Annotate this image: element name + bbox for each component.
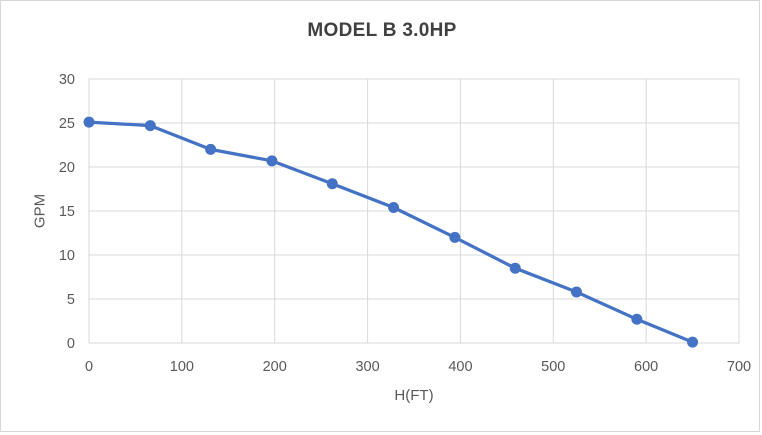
x-tick-label: 600 xyxy=(634,359,658,375)
data-point xyxy=(687,336,699,348)
y-tick-label: 25 xyxy=(59,116,75,132)
x-axis-title: H(FT) xyxy=(394,387,434,404)
data-point xyxy=(83,116,95,128)
x-tick-label: 300 xyxy=(355,359,379,375)
data-point xyxy=(266,155,278,167)
x-tick-label: 100 xyxy=(170,359,194,375)
y-tick-label: 30 xyxy=(59,72,75,88)
chart-title: MODEL B 3.0HP xyxy=(307,20,457,41)
y-tick-label: 15 xyxy=(59,204,75,220)
data-point xyxy=(509,262,521,274)
data-point xyxy=(205,143,217,155)
data-point xyxy=(571,286,582,298)
data-point xyxy=(144,120,156,132)
series-line xyxy=(87,120,695,344)
x-tick-label: 500 xyxy=(541,359,565,375)
data-point xyxy=(449,231,461,243)
data-point xyxy=(631,313,643,325)
y-tick-label: 20 xyxy=(59,160,75,176)
x-tick-label: 200 xyxy=(263,359,287,375)
x-tick-label: 400 xyxy=(448,359,472,375)
x-tick-label: 700 xyxy=(727,359,751,375)
y-tick-label: 0 xyxy=(67,336,75,352)
plot-border xyxy=(88,78,740,344)
y-tick-label: 5 xyxy=(67,292,75,308)
y-tick-label: 10 xyxy=(59,248,75,264)
x-tick-label: 0 xyxy=(85,359,93,375)
data-point xyxy=(388,201,400,213)
data-point xyxy=(326,178,338,190)
